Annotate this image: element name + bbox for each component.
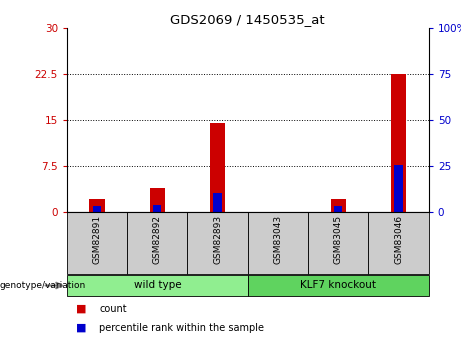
Bar (331, 199, 346, 212)
Text: GSM83045: GSM83045 (334, 215, 343, 264)
Text: GSM83046: GSM83046 (394, 215, 403, 264)
Text: ■: ■ (76, 323, 87, 333)
Text: GSM82893: GSM82893 (213, 215, 222, 264)
Text: GSM82892: GSM82892 (153, 215, 162, 264)
Bar (213, 193, 222, 212)
Bar (368, 212, 429, 274)
Bar (188, 212, 248, 274)
Text: ■: ■ (76, 304, 87, 314)
Bar (248, 212, 308, 274)
Bar (93, 206, 101, 212)
Text: genotype/variation: genotype/variation (0, 281, 86, 290)
Text: KLF7 knockout: KLF7 knockout (300, 280, 376, 290)
Bar (89, 199, 105, 212)
Text: GSM83043: GSM83043 (273, 215, 283, 264)
Bar (395, 165, 403, 212)
Bar (127, 212, 188, 274)
Text: wild type: wild type (134, 280, 181, 290)
Bar (334, 206, 343, 212)
Bar (67, 275, 248, 296)
Bar (248, 275, 429, 296)
Text: GSM82891: GSM82891 (93, 215, 101, 264)
Bar (391, 74, 406, 212)
Bar (67, 212, 127, 274)
Bar (153, 205, 161, 212)
Bar (150, 188, 165, 212)
Bar (308, 212, 368, 274)
Text: count: count (99, 304, 127, 314)
Title: GDS2069 / 1450535_at: GDS2069 / 1450535_at (171, 13, 325, 27)
Bar (210, 123, 225, 212)
Text: percentile rank within the sample: percentile rank within the sample (99, 323, 264, 333)
